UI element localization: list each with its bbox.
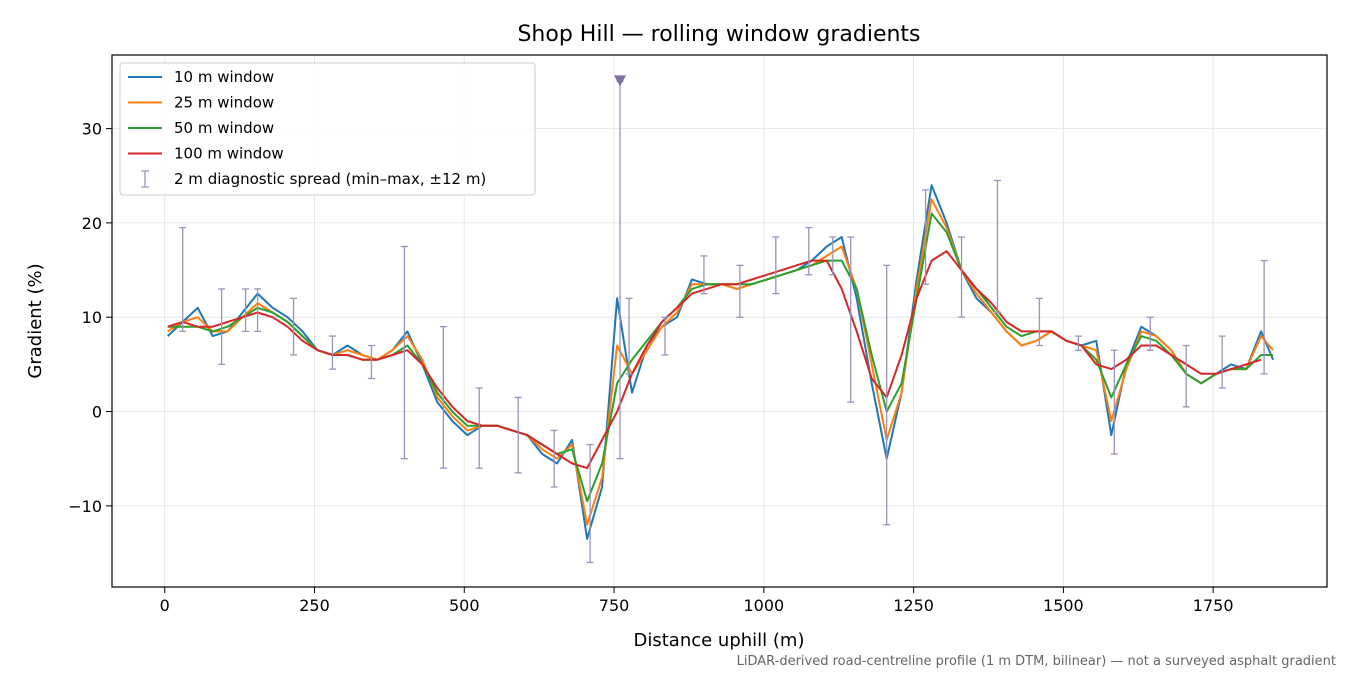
legend-item: 50 m window [128,119,274,137]
error-bar [475,387,483,469]
error-bar [586,443,594,564]
error-bar [514,396,522,474]
footnote: LiDAR-derived road-centreline profile (1… [737,654,1336,669]
error-bar [1260,259,1268,375]
legend-item: 10 m window [128,68,274,86]
legend-label: 10 m window [174,68,274,86]
plot-frame [111,54,1328,588]
error-bar [1110,349,1118,455]
error-bar [1182,344,1190,408]
x-tick-label: 750 [599,596,630,615]
legend-item: 2 m diagnostic spread (min–max, ±12 m) [141,170,486,188]
y-axis-label: Gradient (%) [25,263,46,378]
error-bar [922,189,930,285]
axis-ticks: 0 250 500 750 1000 1250 1500 1750 −10 0 10 20 30 [68,120,1233,615]
error-bar [242,288,250,333]
error-bar [829,236,837,276]
legend-label: 25 m window [174,94,274,112]
error-bar [550,429,558,488]
legend-item: 100 m window [128,145,284,163]
error-bar [328,335,336,370]
y-tick-label: 20 [82,214,102,233]
error-bar [1035,297,1043,347]
error-bar [439,326,447,469]
error-bar [1074,335,1082,351]
legend-box [119,62,536,196]
error-bar [993,179,1001,314]
error-bar [1146,316,1154,351]
error-bars [179,75,1268,564]
legend: 10 m window 25 m window 50 m window 100 m w… [119,62,536,196]
y-tick-label: 0 [92,403,102,422]
x-tick-label: 250 [299,596,330,615]
x-tick-label: 1500 [1043,596,1084,615]
x-axis-label: Distance uphill (m) [634,630,805,651]
error-bar [625,297,633,375]
error-bar [179,226,187,333]
x-tick-label: 1250 [893,596,934,615]
legend-label: 50 m window [174,119,274,137]
legend-label: 100 m window [174,145,284,163]
x-tick-label: 1000 [743,596,784,615]
x-tick-label: 500 [449,596,480,615]
y-tick-label: 10 [82,308,102,327]
error-bar [847,236,855,403]
chart-title: Shop Hill — rolling window gradients [517,22,920,47]
error-bar [883,264,891,526]
error-bar [805,226,813,276]
error-bar [736,264,744,318]
error-bar [254,288,262,333]
error-bar [661,316,669,356]
error-bar [700,255,708,295]
legend-label: 2 m diagnostic spread (min–max, ±12 m) [174,170,486,188]
error-bar [218,288,226,366]
error-bar [958,236,966,318]
error-bar [367,344,375,380]
error-bar [400,245,408,460]
legend-item: 25 m window [128,94,274,112]
x-tick-label: 1750 [1193,596,1234,615]
error-bar [290,297,298,356]
clipped-spread-marker [614,75,627,87]
error-bar [772,236,780,295]
error-bar [1218,335,1226,389]
x-tick-label: 0 [160,596,170,615]
y-tick-label: 30 [82,120,102,139]
y-tick-label: −10 [68,497,102,516]
